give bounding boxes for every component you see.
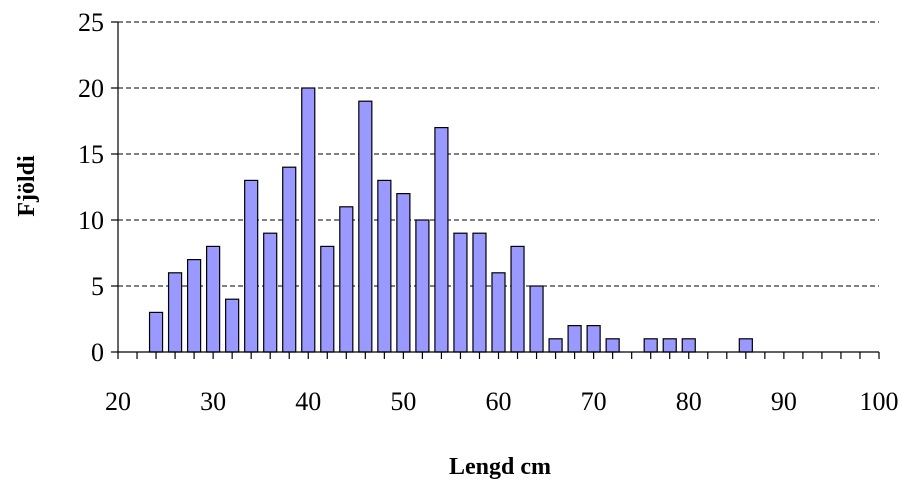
bar-28 [186,259,202,353]
x-tick-labels: 20 30 40 50 60 70 80 90 100 [105,387,899,416]
axes [111,21,880,359]
y-tick-label-0: 0 [91,338,104,367]
y-tick-label-15: 15 [78,140,104,169]
bar-76 [643,338,658,353]
bar-36 [263,232,278,353]
bar-38 [282,166,297,353]
x-tick-label-40: 40 [295,387,321,416]
x-tick-label-60: 60 [486,387,512,416]
bar-46 [358,100,373,353]
x-tick-label-30: 30 [200,387,226,416]
y-tick-label-25: 25 [78,8,104,37]
bar-42 [320,245,335,353]
y-tick-label-20: 20 [78,74,104,103]
bar-30 [206,245,221,353]
bar-24 [148,311,164,353]
bar-66 [548,338,563,353]
bar-54 [434,126,449,353]
bar-70 [586,325,601,353]
bar-64 [529,285,544,353]
bar-32 [225,298,240,353]
x-tick-label-70: 70 [581,387,607,416]
bar-58 [472,232,487,353]
y-axis-title: Fjöldi [14,155,40,217]
bar-52 [415,219,430,353]
bars [148,87,753,353]
bar-34 [244,179,259,353]
bar-78 [662,338,677,353]
bar-80 [681,338,696,353]
y-tick-labels: 0 5 10 15 20 25 [78,8,104,367]
bar-44 [339,206,354,353]
bar-62 [510,245,525,353]
bar-56 [453,232,468,353]
x-tick-label-100: 100 [860,387,899,416]
bar-60 [491,272,506,353]
bar-72 [605,338,620,353]
x-tick-label-50: 50 [390,387,416,416]
bar-40 [301,87,316,353]
gridlines [118,21,879,287]
y-tick-label-5: 5 [91,272,104,301]
bar-26 [167,272,183,353]
x-tick-label-80: 80 [676,387,702,416]
x-tick-label-90: 90 [771,387,797,416]
bar-86 [738,338,753,353]
bar-48 [377,179,392,353]
x-axis-title: Lengd cm [449,454,551,480]
x-tick-label-20: 20 [105,387,131,416]
bar-68 [567,325,582,353]
y-tick-label-10: 10 [78,206,104,235]
bar-50 [396,193,411,353]
